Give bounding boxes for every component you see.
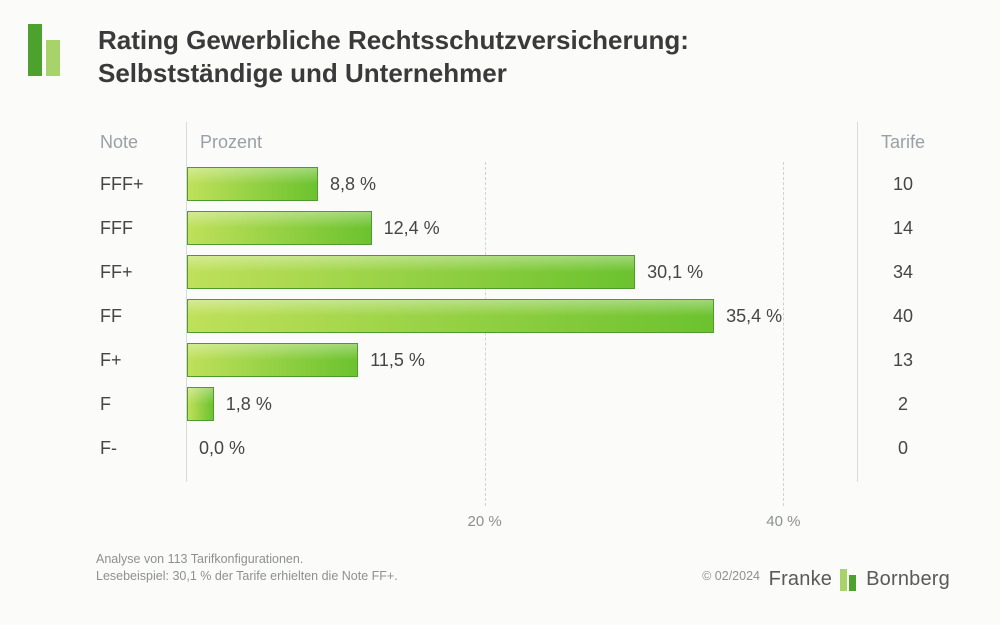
- note-cell: FFF+: [96, 162, 186, 206]
- date-stamp: © 02/2024: [702, 569, 760, 583]
- tarife-cell: 10: [858, 162, 948, 206]
- bar-row: 12,4 %: [187, 206, 857, 250]
- brand-word-left: Franke: [769, 568, 832, 591]
- brand-word-right: Bornberg: [866, 568, 950, 591]
- column-header-prozent: Prozent: [186, 122, 858, 162]
- bar-value-label: 30,1 %: [647, 250, 703, 294]
- column-note: Note FFF+FFFFF+FFF+FF-: [96, 122, 186, 482]
- title-block: Rating Gewerbliche Rechtsschutzversicher…: [98, 24, 960, 89]
- bar-value-label: 12,4 %: [384, 206, 440, 250]
- tarife-cell: 0: [858, 426, 948, 470]
- grid-label: 20 %: [468, 513, 502, 530]
- bar-row: 0,0 %: [187, 426, 857, 470]
- tarife-cell: 40: [858, 294, 948, 338]
- tarife-cell: 13: [858, 338, 948, 382]
- grid-label: 40 %: [766, 513, 800, 530]
- footnote-line-1: Analyse von 113 Tarifkonfigurationen.: [96, 551, 398, 568]
- note-cell: F: [96, 382, 186, 426]
- bar: [187, 299, 714, 333]
- brand-logo: Franke Bornberg: [769, 568, 950, 591]
- brand-bars-icon: [840, 569, 858, 591]
- note-cell: F+: [96, 338, 186, 382]
- bar: [187, 211, 372, 245]
- bar-value-label: 8,8 %: [330, 162, 376, 206]
- bar: [187, 167, 318, 201]
- bar-row: 30,1 %: [187, 250, 857, 294]
- bar-row: 11,5 %: [187, 338, 857, 382]
- bar-value-label: 1,8 %: [226, 382, 272, 426]
- title-line-2: Selbstständige und Unternehmer: [98, 58, 507, 88]
- tarife-cell: 2: [858, 382, 948, 426]
- bar-value-label: 11,5 %: [370, 338, 425, 382]
- bar-row: 8,8 %: [187, 162, 857, 206]
- logo-top-left-icon: [28, 24, 62, 76]
- footnote-line-2: Lesebeispiel: 30,1 % der Tarife erhielte…: [96, 568, 398, 585]
- column-header-note: Note: [96, 122, 186, 162]
- bar-value-label: 35,4 %: [726, 294, 782, 338]
- tarife-cell: 34: [858, 250, 948, 294]
- tarife-cell: 14: [858, 206, 948, 250]
- bar-value-label: 0,0 %: [199, 426, 245, 470]
- note-cell: FF: [96, 294, 186, 338]
- bar-row: 1,8 %: [187, 382, 857, 426]
- column-tarife: Tarife 101434401320: [858, 122, 948, 482]
- bar: [187, 387, 214, 421]
- title-line-1: Rating Gewerbliche Rechtsschutzversicher…: [98, 25, 689, 55]
- bar-plot: 20 %40 %8,8 %12,4 %30,1 %35,4 %11,5 %1,8…: [186, 162, 858, 482]
- column-prozent: Prozent 20 %40 %8,8 %12,4 %30,1 %35,4 %1…: [186, 122, 858, 482]
- chart-area: Note FFF+FFFFF+FFF+FF- Prozent 20 %40 %8…: [96, 122, 948, 482]
- bar: [187, 343, 358, 377]
- bar-row: 35,4 %: [187, 294, 857, 338]
- column-header-tarife: Tarife: [858, 122, 948, 162]
- footnote: Analyse von 113 Tarifkonfigurationen. Le…: [96, 551, 398, 585]
- infographic-frame: Rating Gewerbliche Rechtsschutzversicher…: [0, 0, 1000, 625]
- note-cell: FF+: [96, 250, 186, 294]
- bar: [187, 255, 635, 289]
- note-cell: F-: [96, 426, 186, 470]
- note-cell: FFF: [96, 206, 186, 250]
